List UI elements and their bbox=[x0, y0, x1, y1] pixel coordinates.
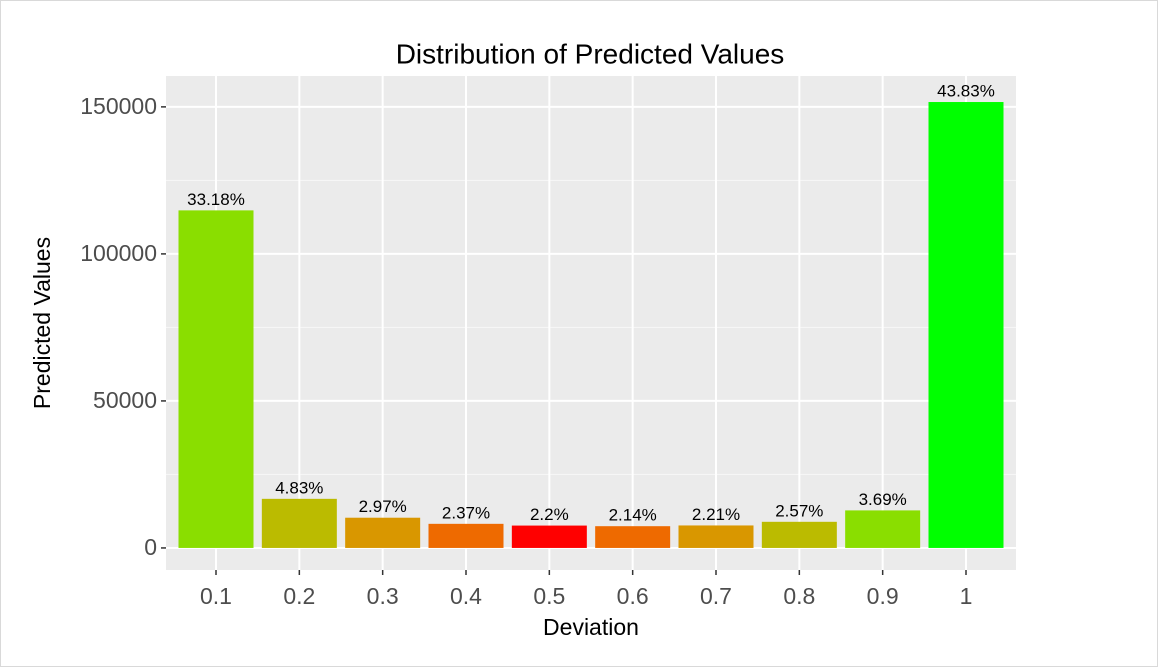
x-tick-label: 0.7 bbox=[700, 583, 732, 609]
bar-label: 33.18% bbox=[187, 190, 245, 209]
x-tick-label: 0.8 bbox=[783, 583, 815, 609]
y-tick-label: 0 bbox=[144, 534, 157, 560]
bar bbox=[261, 498, 337, 548]
bar-label: 43.83% bbox=[937, 82, 995, 101]
bar bbox=[928, 102, 1004, 548]
bar bbox=[178, 210, 254, 548]
x-tick-label: 1 bbox=[960, 583, 973, 609]
x-tick-label: 0.2 bbox=[283, 583, 315, 609]
x-tick-label: 0.6 bbox=[617, 583, 649, 609]
x-tick-label: 0.3 bbox=[367, 583, 399, 609]
bar bbox=[761, 521, 837, 548]
bar-label: 2.97% bbox=[359, 497, 407, 516]
panel bbox=[166, 76, 1016, 570]
x-tick-label: 0.4 bbox=[450, 583, 482, 609]
bar-label: 3.69% bbox=[859, 490, 907, 509]
bar-label: 2.37% bbox=[442, 503, 490, 522]
bar-label: 2.2% bbox=[530, 505, 569, 524]
chart-title: Distribution of Predicted Values bbox=[396, 38, 785, 69]
bar bbox=[345, 517, 421, 548]
bar-label: 2.57% bbox=[775, 501, 823, 520]
x-tick-label: 0.5 bbox=[533, 583, 565, 609]
bar-label: 2.14% bbox=[609, 506, 657, 525]
bar bbox=[511, 525, 587, 548]
x-tick-label: 0.9 bbox=[867, 583, 899, 609]
bar-label: 2.21% bbox=[692, 505, 740, 524]
bar bbox=[845, 510, 921, 548]
y-tick-label: 50000 bbox=[93, 387, 157, 413]
x-tick-label: 0.1 bbox=[200, 583, 232, 609]
bar bbox=[678, 525, 754, 548]
y-tick-label: 100000 bbox=[80, 240, 157, 266]
y-axis-title: Predicted Values bbox=[29, 237, 55, 409]
y-tick-label: 150000 bbox=[80, 93, 157, 119]
bar bbox=[595, 526, 671, 548]
bar bbox=[428, 523, 504, 548]
x-axis-title: Deviation bbox=[543, 614, 639, 640]
bar-label: 4.83% bbox=[275, 478, 323, 497]
